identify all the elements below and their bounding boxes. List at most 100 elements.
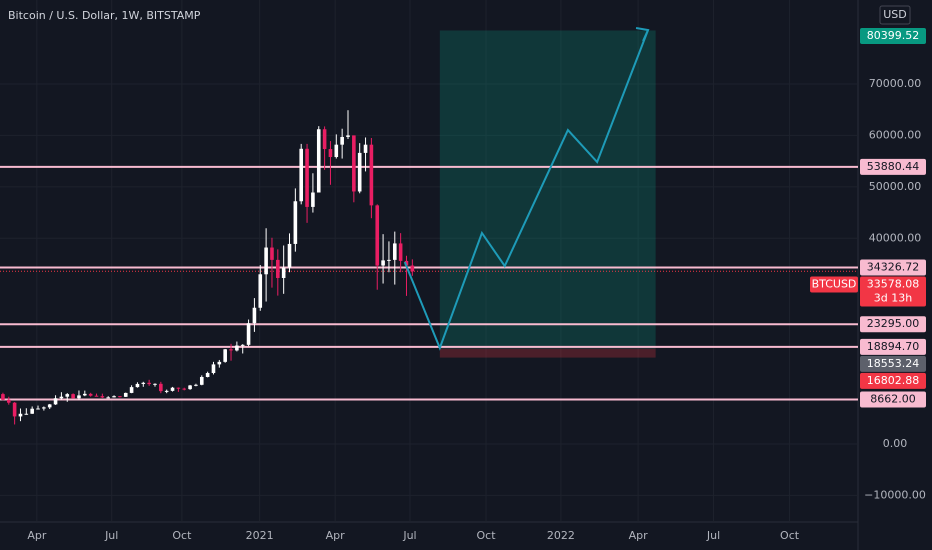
price-label-bg	[860, 28, 926, 44]
candle-body	[217, 361, 222, 365]
candle-body	[141, 382, 146, 384]
candle-body	[264, 247, 268, 275]
candle-body	[100, 396, 105, 398]
candle-body	[42, 407, 46, 409]
x-tick-label: Apr	[629, 529, 649, 542]
candle-body	[47, 404, 52, 408]
x-tick-label: Jul	[104, 529, 118, 542]
candle-body	[357, 152, 362, 192]
candle-body	[6, 399, 11, 403]
candle-body	[252, 307, 257, 324]
candle-body	[229, 349, 233, 351]
candle-body	[381, 260, 385, 266]
y-tick-label: 50000.00	[869, 180, 922, 193]
candle-body	[164, 390, 169, 392]
price-label-bg	[860, 259, 926, 276]
candle-body	[223, 349, 227, 362]
price-label: 33578.08	[867, 277, 920, 290]
x-tick-label: 2021	[246, 529, 274, 542]
price-label: 34326.72	[867, 260, 920, 273]
price-label-bg	[860, 355, 926, 372]
price-label-bg	[860, 158, 926, 175]
candle-body	[153, 383, 157, 385]
candle-body	[194, 384, 198, 386]
y-tick-label: 0.00	[883, 437, 908, 450]
candle-body	[159, 383, 163, 392]
candle-body	[211, 364, 216, 374]
candle-body	[235, 345, 239, 351]
profit-zone	[439, 30, 656, 349]
candle-body	[205, 373, 210, 377]
price-label-bg	[860, 391, 926, 408]
candle-body	[53, 398, 58, 405]
currency-label: USD	[883, 8, 907, 21]
x-tick-label: Oct	[477, 529, 497, 542]
x-tick-label: Jul	[402, 529, 416, 542]
candle-body	[77, 395, 81, 399]
candle-body	[112, 396, 116, 398]
price-label: 53880.44	[867, 160, 920, 173]
x-tick-label: Oct	[172, 529, 192, 542]
price-label: 3d 13h	[874, 291, 912, 304]
price-label: 23295.00	[867, 317, 920, 330]
price-label-bg	[860, 316, 926, 333]
grid	[0, 0, 858, 522]
price-label-bg	[860, 276, 926, 307]
candle-body	[36, 408, 40, 410]
candle-body	[240, 344, 245, 346]
candle-body	[30, 408, 34, 414]
candle-body	[129, 387, 134, 393]
candle-body	[363, 144, 368, 153]
candle-body	[316, 129, 321, 193]
projection-arrow	[635, 26, 650, 42]
candle-body	[334, 144, 339, 158]
candle-body	[375, 205, 380, 266]
y-tick-label: −10000.00	[864, 488, 926, 501]
x-tick-label: Jul	[706, 529, 720, 542]
candle-body	[276, 259, 280, 278]
candle-body	[311, 192, 315, 207]
x-tick-label: Apr	[27, 529, 47, 542]
candle-body	[270, 247, 274, 260]
y-tick-label: 70000.00	[869, 77, 922, 90]
candle-body	[293, 201, 298, 244]
candle-body	[71, 394, 75, 399]
candle-body	[410, 265, 415, 272]
x-tick-label: Oct	[780, 529, 800, 542]
candle-body	[147, 382, 151, 385]
candle-body	[65, 394, 70, 397]
candle-body	[88, 393, 93, 396]
candle-body	[18, 413, 23, 417]
candle-body	[12, 402, 17, 417]
price-label: 8662.00	[870, 392, 916, 405]
candle-body	[328, 149, 333, 158]
candle-body	[398, 243, 403, 261]
projection-line	[403, 29, 649, 351]
candle-body	[59, 396, 64, 399]
candle-body	[287, 243, 292, 268]
y-tick-label: 40000.00	[869, 231, 922, 244]
loss-zone	[439, 348, 656, 358]
candle-body	[346, 135, 350, 137]
candle-body	[322, 129, 327, 150]
candle-body	[387, 259, 391, 261]
candle-body	[392, 243, 397, 260]
currency-bg	[879, 5, 911, 25]
candle-body	[94, 395, 99, 397]
candle-body	[281, 267, 286, 278]
candle-body	[404, 260, 409, 266]
candle-body	[258, 274, 263, 308]
price-label: 16802.88	[867, 374, 920, 387]
candle-body	[199, 376, 204, 385]
candle-body	[246, 323, 251, 345]
candle-body	[352, 135, 356, 192]
y-tick-label: 60000.00	[869, 128, 922, 141]
candle-body	[305, 148, 309, 207]
price-label: 80399.52	[867, 29, 920, 42]
candle-body	[340, 136, 344, 145]
candle-body	[369, 144, 374, 206]
candle-body	[118, 396, 122, 398]
candle-body	[182, 388, 187, 390]
candle-body	[299, 148, 304, 202]
